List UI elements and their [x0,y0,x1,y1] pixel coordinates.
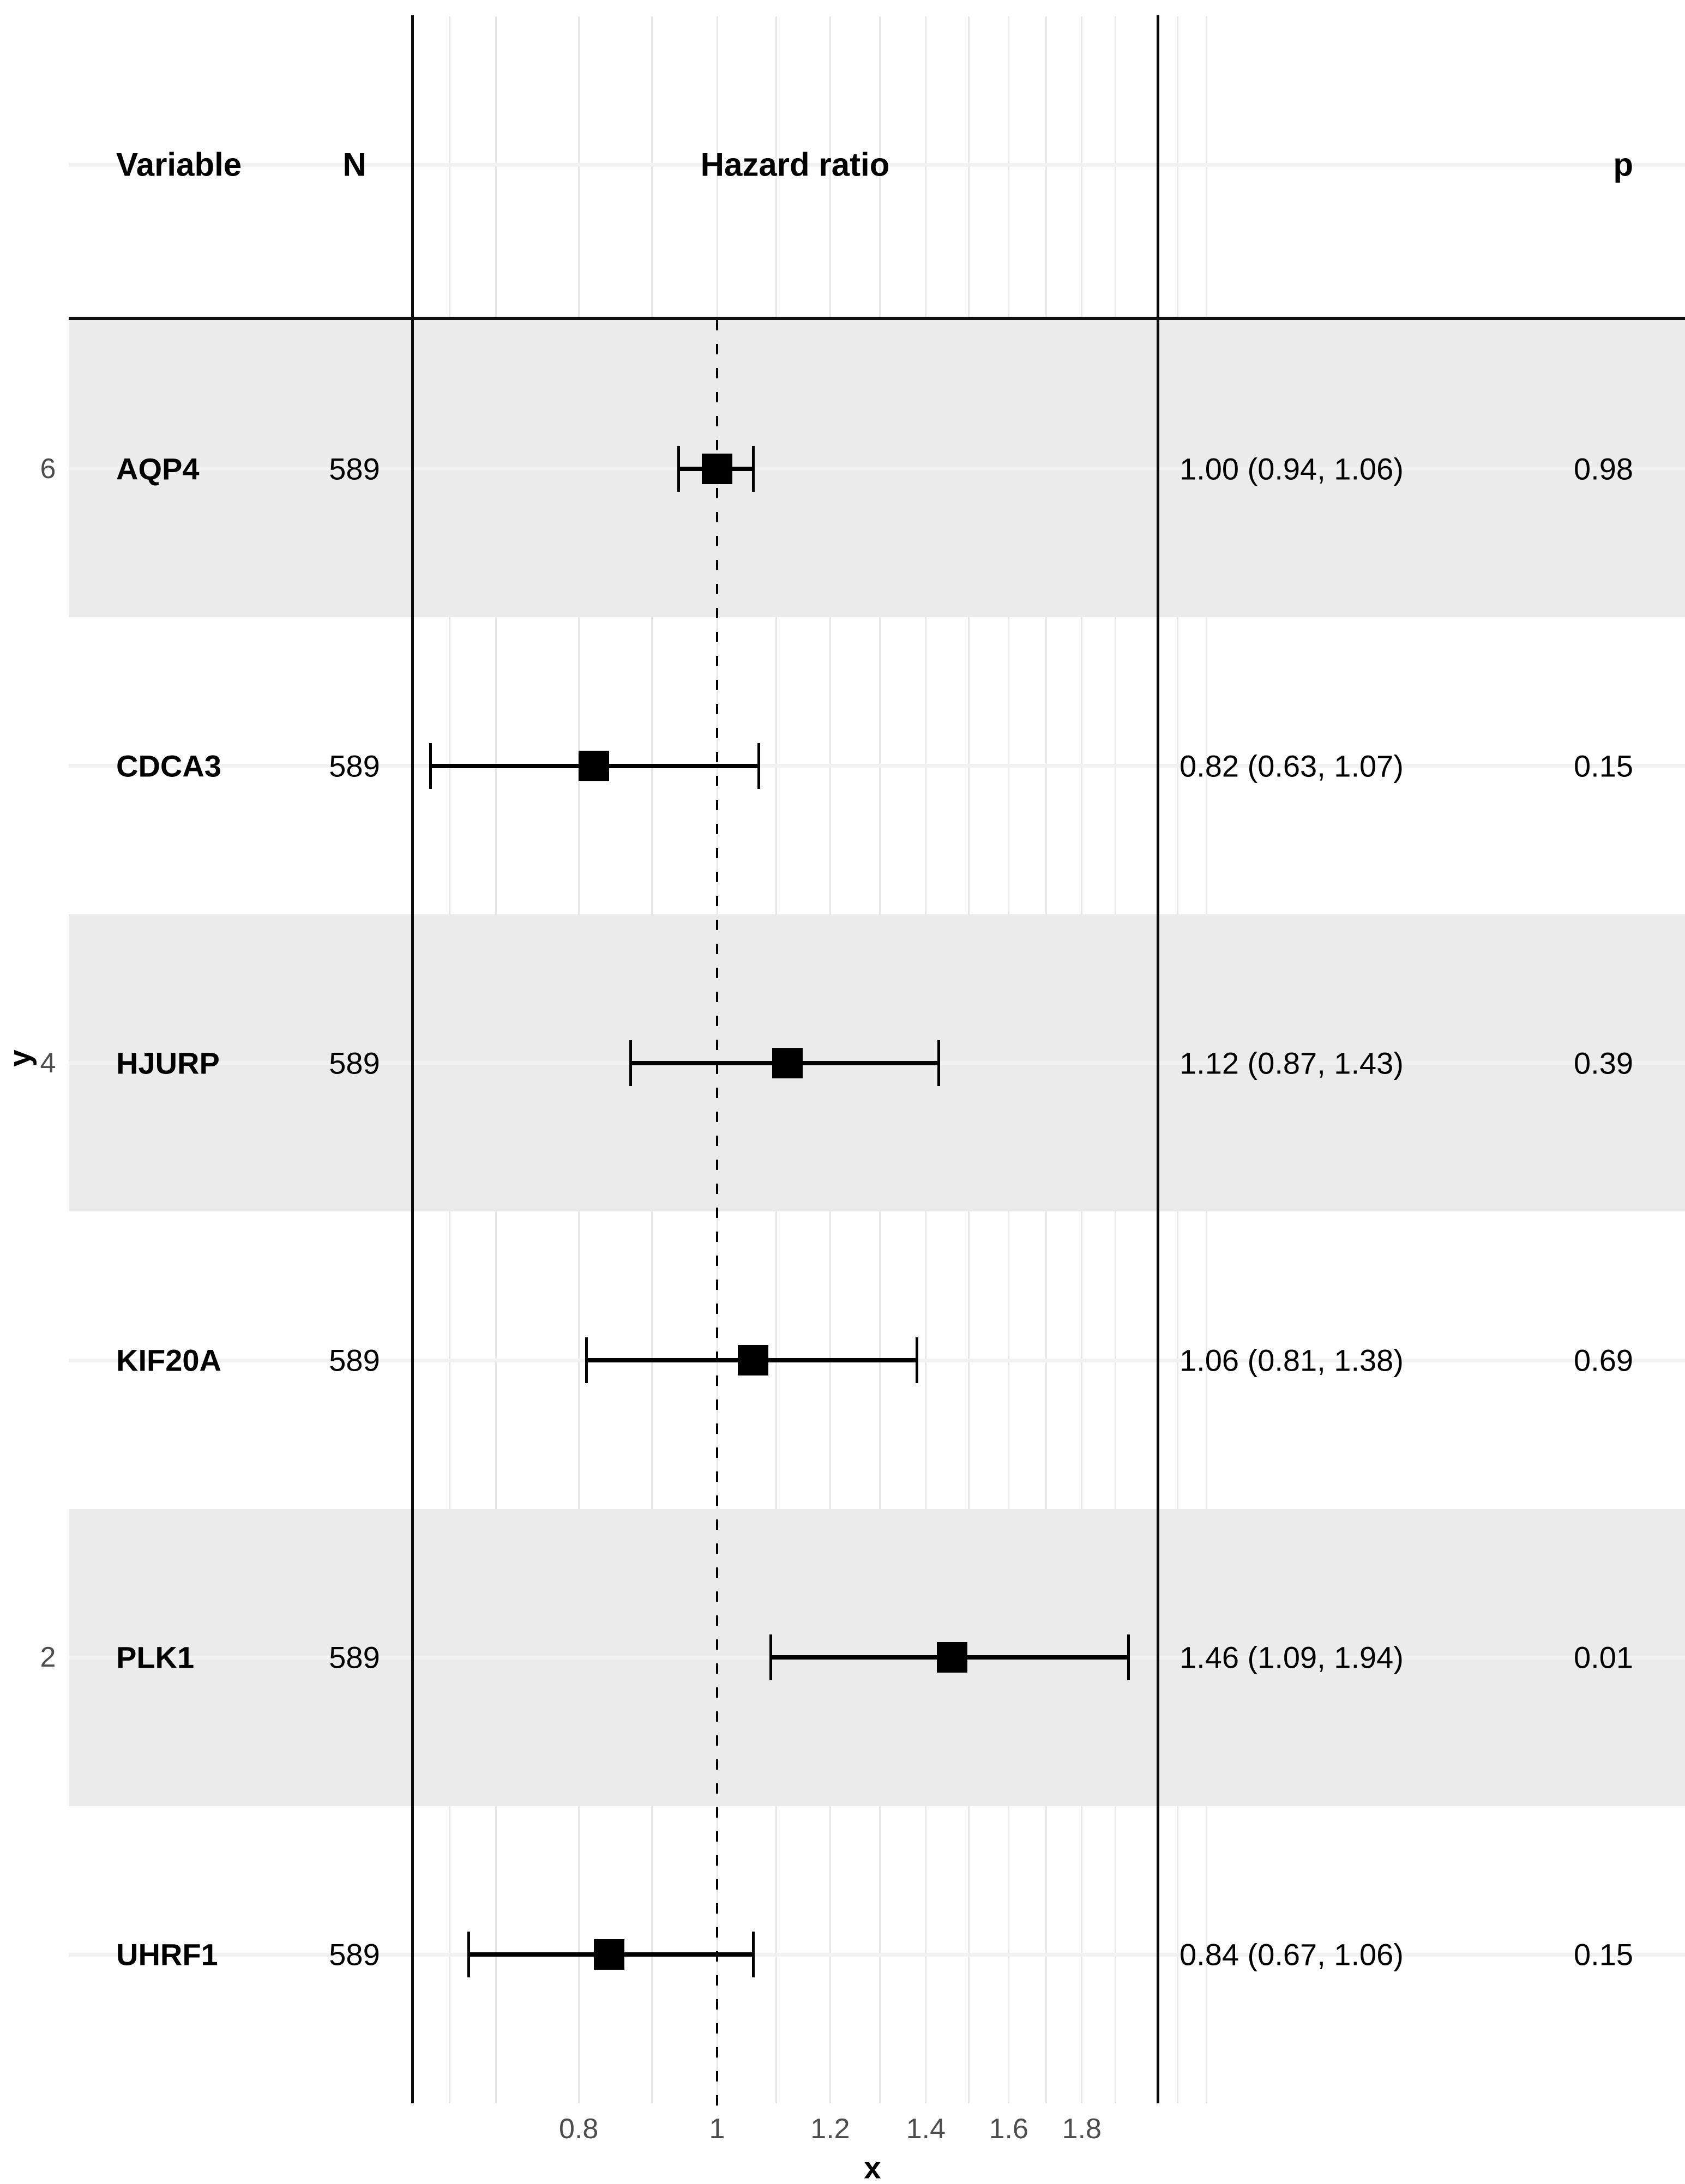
x-tick-label: 1.8 [1062,2113,1102,2145]
variable-label: PLK1 [116,1640,195,1675]
header-separator-line [69,317,1685,320]
ci-cap-high [751,1932,755,1978]
variable-label: CDCA3 [116,749,221,783]
row-center-line [69,1952,1685,1957]
panel-right-border-line [1156,15,1159,2103]
p-value: 0.15 [1574,1937,1633,1972]
ci-cap-high [915,1337,918,1384]
estimate-value: 1.00 (0.94, 1.06) [1180,451,1404,486]
ci-cap-low [429,743,432,789]
ci-cap-low [677,445,681,492]
ci-cap-high [1127,1634,1130,1681]
y-tick-label: 4 [40,1047,56,1079]
x-tick-label: 1 [709,2113,725,2145]
estimate-value: 0.82 (0.63, 1.07) [1180,749,1404,783]
x-tick-label: 1.2 [810,2113,850,2145]
ci-cap-low [467,1932,470,1978]
ci-cap-low [769,1634,772,1681]
column-header-p: p [1613,146,1633,183]
n-value: 589 [329,1046,380,1081]
column-header-hazard-ratio: Hazard ratio [700,146,890,183]
column-header-n: N [342,146,366,183]
estimate-value: 1.12 (0.87, 1.43) [1180,1046,1404,1081]
x-axis-title: x [864,2150,881,2184]
n-value: 589 [329,1640,380,1675]
ci-cap-high [757,743,761,789]
variable-label: KIF20A [116,1343,221,1378]
variable-label: AQP4 [116,451,200,486]
hr-point-marker [936,1642,967,1673]
n-value: 589 [329,451,380,486]
hr-point-marker [772,1047,803,1078]
n-value: 589 [329,1937,380,1972]
n-value: 589 [329,1343,380,1378]
estimate-value: 1.06 (0.81, 1.38) [1180,1343,1404,1378]
panel-left-border-line [411,15,414,2103]
row-center-line [69,764,1685,768]
variable-label: UHRF1 [116,1937,218,1972]
hr-point-marker [702,453,732,484]
n-value: 589 [329,749,380,783]
ci-cap-high [751,445,755,492]
p-value: 0.98 [1574,451,1633,486]
p-value: 0.39 [1574,1046,1633,1081]
hr-point-marker [579,750,610,781]
p-value: 0.69 [1574,1343,1633,1378]
p-value: 0.01 [1574,1640,1633,1675]
x-tick-label: 1.4 [906,2113,946,2145]
ci-cap-low [585,1337,588,1384]
y-axis-title: y [2,1049,37,1067]
variable-label: HJURP [116,1046,220,1081]
p-value: 0.15 [1574,749,1633,783]
y-tick-label: 2 [40,1642,56,1674]
row-center-line [69,467,1685,471]
ci-cap-high [937,1040,941,1086]
estimate-value: 1.46 (1.09, 1.94) [1180,1640,1404,1675]
reference-line-hr1 [716,320,718,2105]
x-tick-label: 0.8 [558,2113,599,2145]
estimate-value: 0.84 (0.67, 1.06) [1180,1937,1404,1972]
y-tick-label: 6 [40,453,56,485]
x-tick-label: 1.6 [989,2113,1028,2145]
hr-point-marker [593,1939,624,1970]
row-center-line [69,162,1685,167]
hr-point-marker [738,1345,769,1376]
ci-cap-low [629,1040,633,1086]
column-header-variable: Variable [116,146,242,183]
